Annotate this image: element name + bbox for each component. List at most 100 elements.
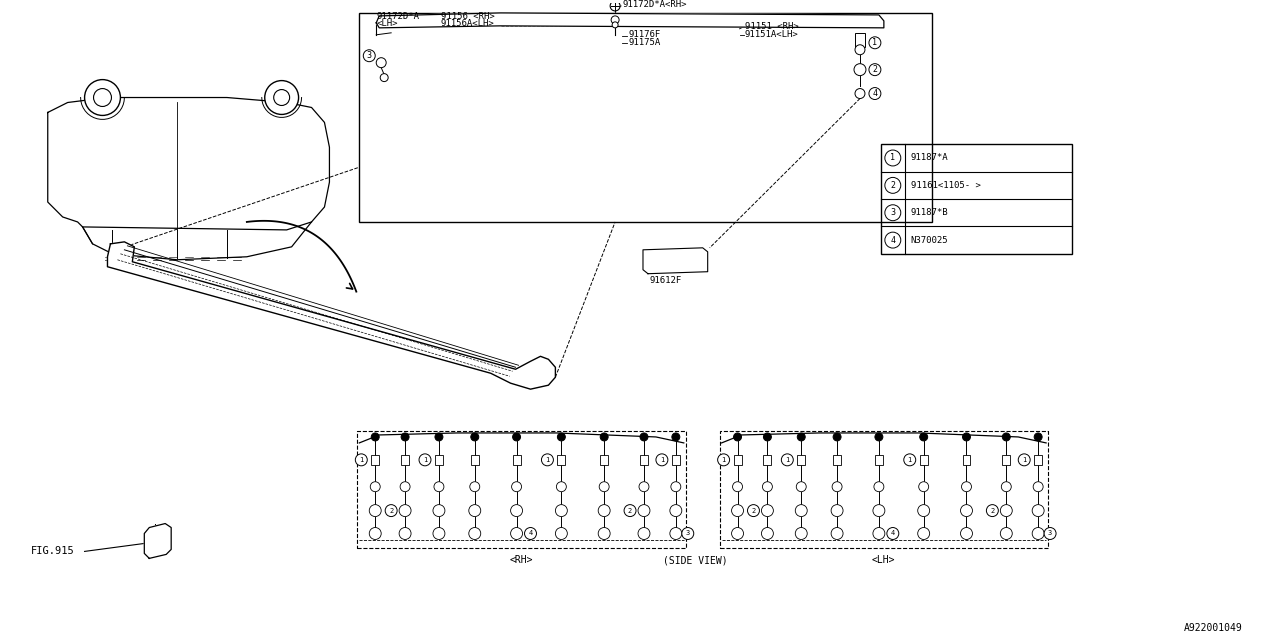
Circle shape [557,433,566,441]
Circle shape [732,504,744,516]
Circle shape [364,50,375,61]
Circle shape [781,454,794,466]
Text: 91172D*A<RH>: 91172D*A<RH> [622,1,686,10]
Circle shape [637,527,650,540]
Text: 1: 1 [785,457,790,463]
Text: 91176F: 91176F [628,30,660,39]
Circle shape [831,504,844,516]
Circle shape [512,482,521,492]
Bar [719,431,1048,548]
Circle shape [371,433,379,441]
Circle shape [887,527,899,540]
Text: 1: 1 [873,38,877,47]
Circle shape [795,504,808,516]
Bar [876,455,883,465]
Circle shape [265,81,298,115]
Text: 1: 1 [908,457,911,463]
Text: A922001049: A922001049 [1184,623,1242,633]
Text: (SIDE VIEW): (SIDE VIEW) [663,556,728,565]
Circle shape [832,482,842,492]
Circle shape [612,22,618,28]
Circle shape [356,454,367,466]
Text: 1: 1 [360,457,364,463]
Circle shape [376,58,387,68]
Circle shape [1032,504,1044,516]
Circle shape [399,504,411,516]
Circle shape [831,527,844,540]
Circle shape [369,527,381,540]
Text: 3: 3 [686,531,690,536]
Circle shape [625,504,636,516]
Circle shape [511,527,522,540]
Text: 4: 4 [873,89,877,98]
Circle shape [672,433,680,441]
Text: 2: 2 [991,508,995,514]
Circle shape [512,433,521,441]
Circle shape [795,527,808,540]
Circle shape [1034,433,1042,441]
Circle shape [385,504,397,516]
Bar [833,455,841,465]
Circle shape [1002,433,1010,441]
Bar [733,455,741,465]
Text: 3: 3 [891,208,895,217]
Circle shape [884,232,901,248]
Text: 91187*A: 91187*A [911,154,948,163]
Circle shape [763,482,772,492]
Circle shape [961,482,972,492]
Polygon shape [108,242,556,389]
Circle shape [732,482,742,492]
Circle shape [468,527,481,540]
Bar [1002,455,1010,465]
Circle shape [855,45,865,54]
Text: 91172D*A: 91172D*A [376,12,420,21]
Circle shape [599,482,609,492]
Circle shape [557,482,566,492]
Bar [557,455,566,465]
Circle shape [669,527,682,540]
Circle shape [419,454,431,466]
Circle shape [874,482,884,492]
Text: 3: 3 [367,51,371,60]
Text: 91161<1105- >: 91161<1105- > [911,181,980,190]
Circle shape [370,482,380,492]
Circle shape [401,433,410,441]
Text: 4: 4 [891,531,895,536]
Circle shape [1033,482,1043,492]
Bar [371,455,379,465]
Circle shape [762,504,773,516]
Bar [855,33,865,47]
Text: 4: 4 [529,531,532,536]
Bar [672,455,680,465]
Circle shape [598,504,611,516]
Circle shape [920,433,928,441]
Circle shape [797,433,805,441]
Circle shape [598,527,611,540]
Circle shape [963,433,970,441]
Text: 91612F: 91612F [650,276,682,285]
Circle shape [855,88,865,99]
Text: <RH>: <RH> [509,556,534,565]
Circle shape [919,482,929,492]
Text: 2: 2 [891,181,895,190]
Circle shape [884,150,901,166]
Bar [1034,455,1042,465]
Circle shape [369,504,381,516]
Circle shape [611,16,620,24]
Text: 91151A<LH>: 91151A<LH> [745,30,799,39]
Circle shape [960,504,973,516]
Circle shape [869,88,881,99]
Polygon shape [376,13,884,28]
Circle shape [748,504,759,516]
Circle shape [732,527,744,540]
Circle shape [873,527,884,540]
Circle shape [637,504,650,516]
Text: 1: 1 [422,457,428,463]
Text: <LH>: <LH> [872,556,896,565]
Bar [763,455,772,465]
Text: 2: 2 [873,65,877,74]
Text: FIG.915: FIG.915 [31,547,74,556]
Bar [600,455,608,465]
Circle shape [718,454,730,466]
Circle shape [1019,454,1030,466]
